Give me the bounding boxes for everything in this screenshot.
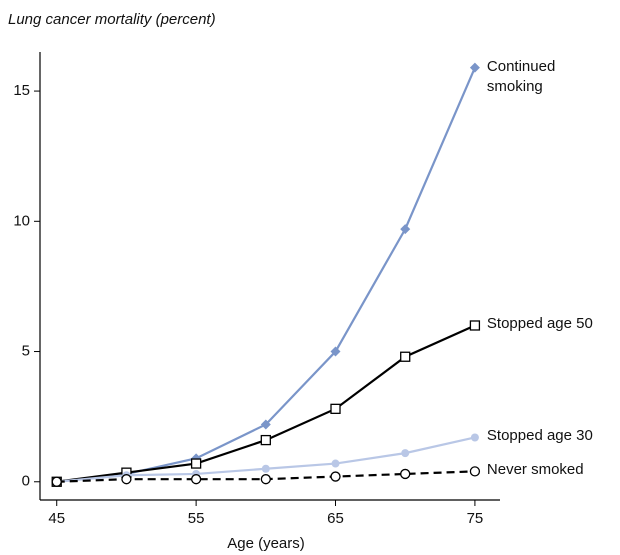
marker: [330, 471, 341, 482]
series-label: Never smoked: [486, 461, 584, 479]
chart-title: Lung cancer mortality (percent): [8, 11, 216, 28]
marker: [401, 449, 410, 458]
series-label: Continued smoking: [486, 57, 556, 95]
x-tick-label: 65: [327, 510, 344, 527]
marker: [260, 419, 271, 430]
marker: [190, 458, 202, 469]
marker: [400, 351, 411, 362]
y-tick-label: 0: [22, 473, 30, 490]
marker: [400, 224, 411, 235]
series-label: Stopped age 30: [486, 427, 593, 445]
y-tick-label: 10: [13, 212, 30, 229]
marker: [260, 474, 271, 485]
marker: [261, 464, 270, 473]
x-tick-label: 55: [188, 510, 205, 527]
marker: [400, 468, 411, 480]
marker: [121, 474, 132, 485]
y-tick-label: 15: [13, 82, 30, 99]
marker: [190, 474, 202, 485]
marker: [331, 459, 340, 468]
marker: [469, 320, 481, 331]
marker: [260, 434, 271, 446]
marker: [470, 433, 479, 442]
marker: [330, 403, 341, 414]
x-tick-label: 75: [467, 510, 484, 527]
marker: [51, 476, 62, 487]
x-axis-label: Age (years): [227, 535, 305, 552]
series-line: [56, 324, 476, 483]
y-tick-label: 5: [22, 343, 30, 360]
marker: [469, 62, 480, 73]
x-tick-label: 45: [48, 510, 65, 527]
marker: [330, 346, 341, 357]
series-label: Stopped age 50: [486, 315, 593, 333]
marker: [469, 466, 481, 477]
